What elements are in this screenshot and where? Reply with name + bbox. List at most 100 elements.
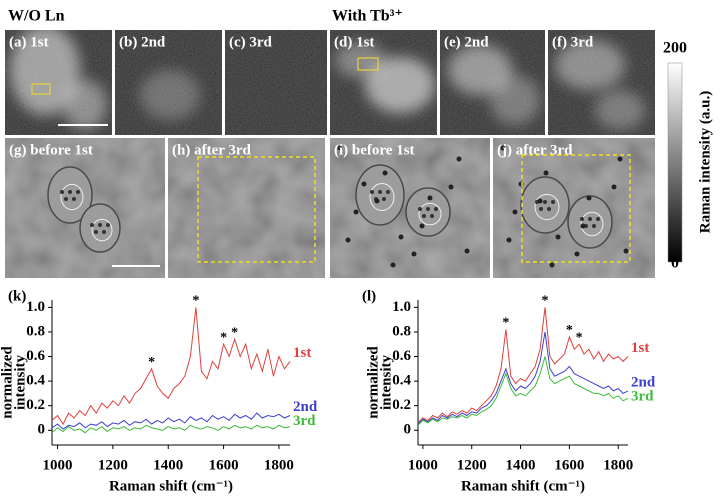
granule <box>539 207 543 211</box>
noise <box>548 30 655 135</box>
granule <box>588 217 592 221</box>
cell <box>47 166 93 224</box>
panel-label: (b) 2nd <box>119 34 166 50</box>
header: W/O Ln <box>8 8 65 25</box>
colorbar-tick-label: 200 <box>663 40 687 57</box>
peak-marker: * <box>231 326 238 341</box>
peak-marker: * <box>192 294 199 309</box>
peak-marker: * <box>502 316 509 331</box>
image-panel <box>330 30 437 135</box>
debris <box>337 145 343 151</box>
x-tick-label: 1600 <box>554 457 584 473</box>
series-line <box>51 307 291 426</box>
peak-marker: * <box>576 330 583 345</box>
series-line <box>417 356 629 426</box>
debris <box>464 248 470 254</box>
debris <box>448 184 454 190</box>
panel-label: (f) 3rd <box>552 34 594 50</box>
y-tick-label: 0.4 <box>392 373 411 389</box>
image-panel <box>5 138 165 278</box>
series-label: 3rd <box>631 388 654 404</box>
x-axis-label: Raman shift (cm⁻¹) <box>461 478 585 494</box>
nucleus <box>91 218 113 242</box>
debris <box>611 184 617 190</box>
panel-label: (j) after 3rd <box>497 142 573 158</box>
y-tick-label: 0.8 <box>26 323 45 339</box>
panel-label: (a) 1st <box>9 34 49 50</box>
y-tick-label: 0.4 <box>26 373 45 389</box>
granule <box>106 223 110 227</box>
y-tick-label: 0.2 <box>392 397 411 413</box>
cell <box>355 164 405 226</box>
debris <box>586 195 592 201</box>
y-tick-label: 1.0 <box>26 299 45 315</box>
y-tick-label: 0.6 <box>392 348 411 364</box>
series-label: 3rd <box>293 413 316 429</box>
debris <box>574 251 580 257</box>
panel-label: (k) <box>8 288 26 304</box>
series-line <box>417 331 629 425</box>
debris <box>555 234 561 240</box>
series-label: 2nd <box>631 374 656 390</box>
debris <box>419 223 425 229</box>
nucleus <box>580 211 604 237</box>
noise <box>330 30 437 135</box>
debris <box>506 237 512 243</box>
series-line <box>51 412 291 430</box>
noise <box>440 30 545 135</box>
series-label: 1st <box>293 345 311 361</box>
colorbar-label: Raman intensity (a.u.) <box>697 91 713 234</box>
nucleus <box>534 193 560 221</box>
granule <box>98 223 102 227</box>
peak-marker: * <box>220 330 227 345</box>
nucleus <box>418 202 442 226</box>
header: With Tb³⁺ <box>332 8 403 25</box>
series-line <box>417 307 629 424</box>
debris <box>549 262 555 268</box>
x-tick-label: 1800 <box>603 457 633 473</box>
peak-marker: * <box>148 355 155 370</box>
y-tick-label: 0.2 <box>26 397 45 413</box>
series-label: 1st <box>631 340 649 356</box>
y-tick-label: 0.8 <box>392 323 411 339</box>
granule <box>426 207 430 211</box>
granule <box>94 230 98 234</box>
granule <box>64 197 68 201</box>
debris <box>617 156 623 162</box>
granule <box>580 217 584 221</box>
debris <box>353 209 359 215</box>
granule <box>386 190 390 194</box>
y-tick-label: 0.6 <box>26 348 45 364</box>
image-panel <box>5 30 112 135</box>
image-panel <box>330 138 490 278</box>
granule <box>378 190 382 194</box>
scan-area <box>197 156 316 263</box>
y-axis-label: normalized <box>365 346 381 419</box>
x-tick-label: 1200 <box>98 457 128 473</box>
granule <box>596 217 600 221</box>
x-tick-label: 1600 <box>209 457 239 473</box>
x-tick-label: 1000 <box>408 457 438 473</box>
granule <box>551 200 555 204</box>
debris <box>512 209 518 215</box>
noise <box>168 138 325 278</box>
x-tick-label: 1200 <box>457 457 487 473</box>
x-tick-label: 1400 <box>153 457 183 473</box>
granule <box>76 190 80 194</box>
image-panel <box>493 138 655 278</box>
roi <box>31 83 51 95</box>
x-axis-label: Raman shift (cm⁻¹) <box>109 478 233 494</box>
image-panel <box>115 30 222 135</box>
granule <box>102 230 106 234</box>
panel-label: (i) before 1st <box>334 142 415 158</box>
granule <box>370 190 374 194</box>
x-tick-label: 1400 <box>506 457 536 473</box>
granule <box>434 207 438 211</box>
debris <box>543 170 549 176</box>
granule <box>430 214 434 218</box>
cell <box>405 187 451 237</box>
granule <box>90 223 94 227</box>
debris <box>623 248 629 254</box>
roi <box>357 57 379 71</box>
